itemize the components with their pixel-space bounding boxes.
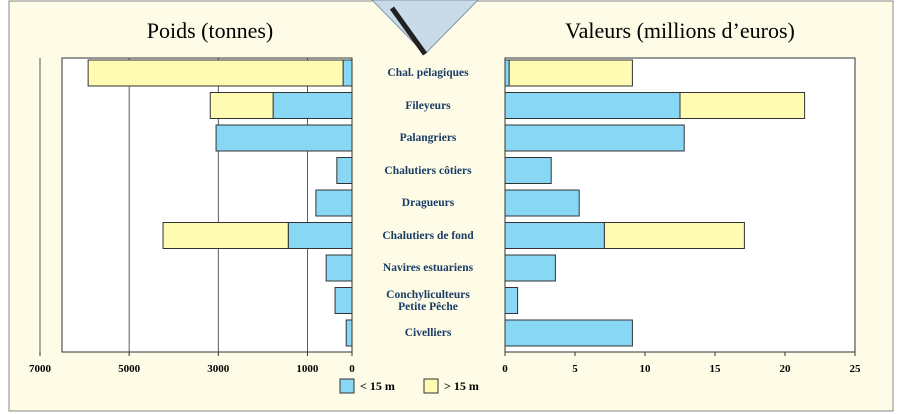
category-label: Chal. pélagiques (387, 67, 469, 79)
bar (504, 189, 580, 217)
bar (215, 124, 353, 152)
bar (342, 59, 353, 87)
bar (504, 319, 633, 347)
category-label: Palangriers (399, 132, 457, 144)
x-tick-label: 7000 (29, 363, 52, 375)
bar (287, 222, 353, 249)
bar (504, 157, 552, 184)
x-tick-label: 15 (710, 363, 722, 375)
bar (508, 59, 633, 87)
x-tick-label: 1000 (296, 363, 319, 375)
x-tick-label: 0 (502, 363, 508, 375)
bar (504, 124, 685, 152)
bar (336, 157, 353, 184)
bar (504, 92, 681, 119)
bar (504, 59, 510, 87)
bar (87, 59, 344, 87)
category-label: Civelliers (404, 327, 452, 339)
bar (315, 189, 353, 217)
category-label: Fileyeurs (405, 99, 451, 112)
bar (603, 222, 745, 249)
category-label: Navires estuariens (382, 262, 474, 274)
bar (504, 222, 605, 249)
bar (209, 92, 274, 119)
decoration-edge (389, 6, 428, 56)
bar (504, 287, 519, 314)
bar (325, 254, 353, 282)
x-tick-label: 20 (780, 363, 792, 375)
category-label: Chalutiers côtiers (384, 164, 472, 177)
chart-title: Poids (tonnes) (147, 18, 274, 43)
bar (162, 222, 289, 249)
legend-swatch (423, 378, 439, 394)
bar (679, 92, 806, 119)
bar (334, 287, 353, 314)
legend-label: < 15 m (360, 379, 395, 393)
x-tick-label: 25 (850, 363, 862, 375)
bar (504, 254, 556, 282)
x-tick-label: 3000 (207, 363, 230, 375)
bar (345, 319, 353, 347)
category-label: Chalutiers de fond (382, 229, 474, 242)
legend-swatch (339, 378, 355, 394)
x-tick-label: 10 (640, 363, 652, 375)
x-tick-label: 5 (572, 363, 578, 375)
x-tick-label: 5000 (118, 363, 141, 375)
category-label: Dragueurs (401, 197, 455, 209)
x-tick-label: 0 (349, 363, 355, 375)
category-label: Conchyliculteurs Petite Pêche (386, 288, 470, 313)
bar (272, 92, 353, 119)
legend-label: > 15 m (444, 379, 479, 393)
chart-title: Valeurs (millions d’euros) (565, 18, 795, 43)
